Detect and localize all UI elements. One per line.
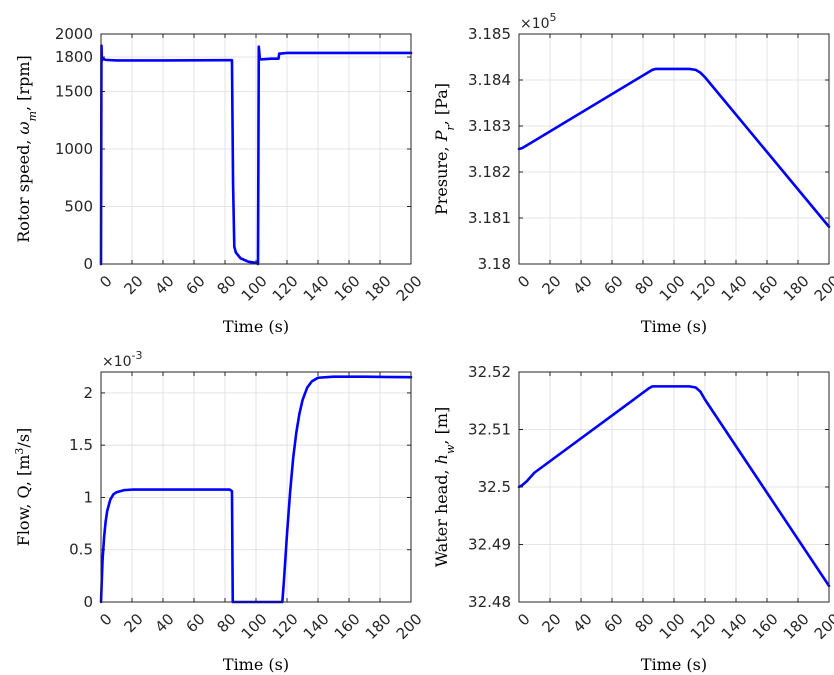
- y-tick-label: 3.18: [478, 255, 511, 273]
- exponent-label: ×105: [520, 11, 557, 32]
- x-tick-label: 0: [96, 272, 115, 291]
- y-tick-label: 1000: [55, 140, 93, 158]
- x-tick-label: 20: [121, 272, 147, 298]
- y-axis-label: Water head, hw, [m]: [432, 407, 457, 568]
- y-tick-label: 1800: [55, 48, 93, 66]
- x-tick-label: 100: [238, 272, 271, 305]
- x-tick-label: 180: [780, 610, 813, 643]
- x-tick-label: 0: [96, 610, 115, 629]
- x-tick-label: 80: [214, 272, 240, 298]
- x-axis-label: Time (s): [223, 655, 289, 674]
- x-tick-label: 120: [269, 272, 302, 305]
- x-tick-label: 80: [632, 272, 658, 298]
- x-tick-label: 140: [300, 272, 333, 305]
- y-axis-label: Rotor speed, ωm, [rpm]: [14, 55, 39, 242]
- x-tick-label: 200: [811, 272, 834, 305]
- y-tick-label: 3.181: [468, 209, 511, 227]
- y-tick-label: 3.184: [468, 71, 511, 89]
- y-tick-label: 32.49: [468, 536, 511, 554]
- x-tick-label: 100: [238, 610, 271, 643]
- y-tick-label: 32.51: [468, 421, 511, 439]
- y-tick-label: 1500: [55, 83, 93, 101]
- y-tick-label: 32.5: [478, 478, 511, 496]
- x-tick-label: 160: [331, 272, 364, 305]
- y-tick-label: 0.5: [69, 541, 93, 559]
- y-tick-label: 500: [64, 198, 93, 216]
- x-tick-label: 160: [749, 610, 782, 643]
- x-tick-label: 40: [152, 272, 178, 298]
- x-tick-label: 160: [749, 272, 782, 305]
- x-tick-label: 20: [121, 610, 147, 636]
- x-tick-label: 120: [687, 272, 720, 305]
- x-axis-label: Time (s): [641, 655, 707, 674]
- series-line: [517, 385, 831, 588]
- y-tick-label: 1.5: [69, 436, 93, 454]
- x-axis-label: Time (s): [641, 317, 707, 336]
- y-tick-label: 0: [83, 593, 93, 611]
- x-tick-label: 200: [811, 610, 834, 643]
- exponent-label: ×10-3: [102, 349, 143, 370]
- x-tick-label: 180: [780, 272, 813, 305]
- y-tick-label: 2000: [55, 25, 93, 43]
- y-tick-label: 32.52: [468, 363, 511, 381]
- series-line: [99, 44, 413, 266]
- x-tick-label: 120: [687, 610, 720, 643]
- x-tick-label: 40: [152, 610, 178, 636]
- x-tick-label: 60: [601, 272, 627, 298]
- series-line: [517, 67, 831, 229]
- y-tick-label: 32.48: [468, 593, 511, 611]
- y-tick-label: 2: [83, 384, 93, 402]
- y-tick-label: 1: [83, 488, 93, 506]
- y-axis-label: Presure, Pr, [Pa]: [432, 83, 457, 215]
- x-tick-label: 120: [269, 610, 302, 643]
- y-tick-label: 3.185: [468, 25, 511, 43]
- x-tick-label: 40: [570, 610, 596, 636]
- x-tick-label: 0: [514, 272, 533, 291]
- x-tick-label: 100: [656, 610, 689, 643]
- y-tick-label: 3.183: [468, 117, 511, 135]
- x-tick-label: 20: [539, 610, 565, 636]
- x-tick-label: 20: [539, 272, 565, 298]
- x-axis-label: Time (s): [223, 317, 289, 336]
- x-tick-label: 140: [300, 610, 333, 643]
- x-tick-label: 160: [331, 610, 364, 643]
- x-tick-label: 80: [214, 610, 240, 636]
- x-tick-label: 60: [183, 272, 209, 298]
- y-axis-label: Flow, Q, [m3/s]: [13, 428, 34, 547]
- x-tick-label: 180: [362, 610, 395, 643]
- x-tick-label: 100: [656, 272, 689, 305]
- x-tick-label: 140: [718, 272, 751, 305]
- y-tick-label: 3.182: [468, 163, 511, 181]
- x-tick-label: 40: [570, 272, 596, 298]
- x-tick-label: 80: [632, 610, 658, 636]
- x-tick-label: 140: [718, 610, 751, 643]
- x-tick-label: 60: [601, 610, 627, 636]
- x-tick-label: 200: [393, 610, 426, 643]
- x-tick-label: 0: [514, 610, 533, 629]
- x-tick-label: 60: [183, 610, 209, 636]
- x-tick-label: 180: [362, 272, 395, 305]
- y-tick-label: 0: [83, 255, 93, 273]
- x-tick-label: 200: [393, 272, 426, 305]
- subplot-1: 0 20 40 60 801001201401601802000500100015001…: [14, 25, 426, 336]
